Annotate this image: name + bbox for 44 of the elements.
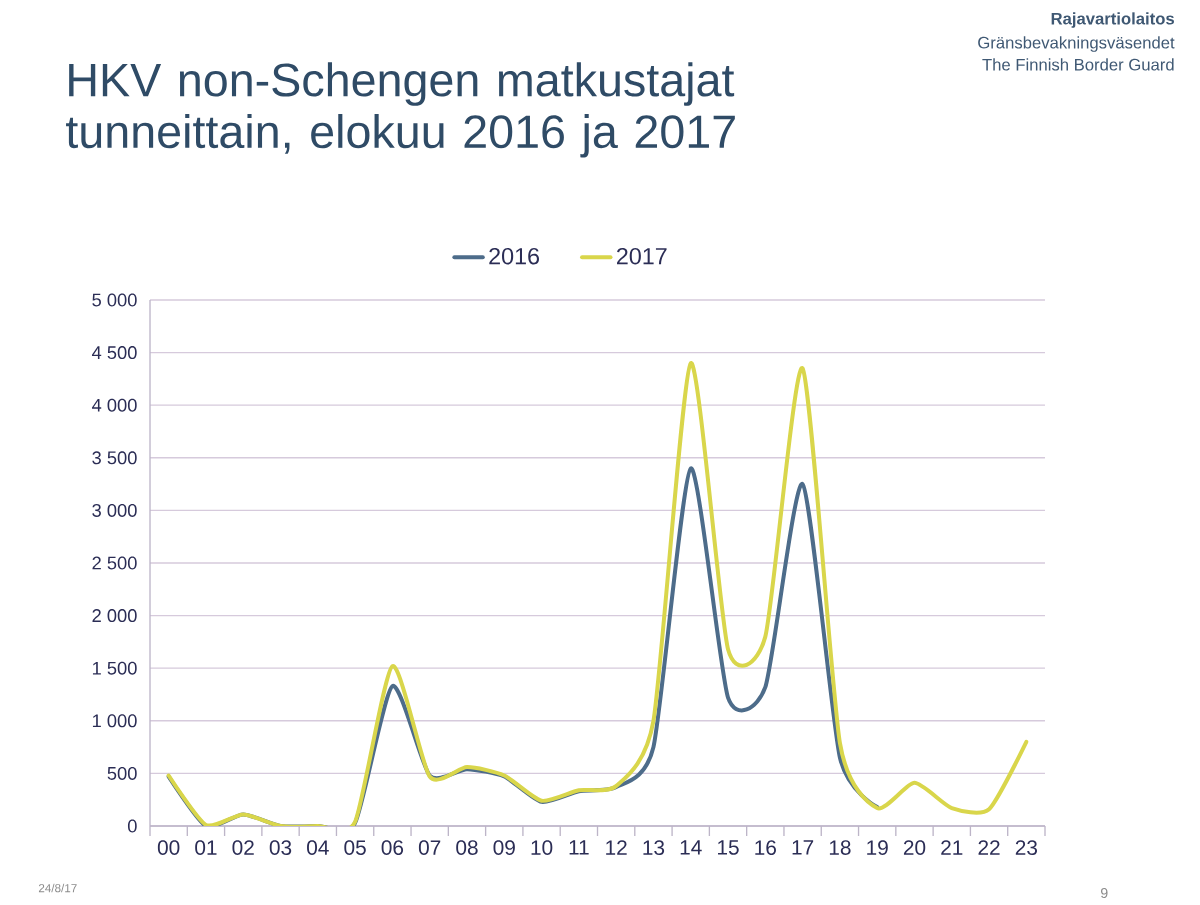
x-tick-label: 20 [903, 840, 926, 855]
x-tick-label: 00 [157, 840, 180, 855]
y-tick-label: 4 000 [91, 398, 137, 412]
text: The Finnish Border Guard [982, 58, 1174, 71]
x-tick-label: 17 [792, 840, 814, 855]
x-tick-label: 10 [531, 840, 553, 855]
text: Rajavartiolaitos [1051, 12, 1174, 28]
x-tick-label: 16 [755, 840, 776, 855]
y-tick-label: 2 000 [92, 609, 137, 623]
x-tick-label: 04 [307, 840, 329, 855]
y-tick-label: 3 500 [92, 451, 137, 465]
x-tick-label: 12 [606, 840, 627, 855]
x-tick-label: 13 [643, 840, 665, 855]
y-tick-label: 5 000 [92, 293, 137, 307]
x-tick-label: 09 [493, 840, 515, 855]
y-tick-label: 0 [127, 819, 137, 833]
x-tick-label: 07 [418, 840, 441, 855]
x-tick-label: 19 [867, 840, 888, 855]
x-tick-label: 18 [829, 840, 851, 855]
x-tick-label: 02 [232, 840, 254, 855]
legend-label: 2016 [489, 247, 539, 265]
x-tick-label: 03 [269, 840, 292, 855]
x-tick-label: 08 [456, 840, 478, 855]
text: Gränsbevakningsväsendet [978, 36, 1175, 52]
legend-label: 2017 [617, 247, 667, 265]
x-tick-label: 06 [381, 840, 404, 855]
text: 24/8/17 [38, 883, 77, 893]
y-tick-label: 1 500 [92, 661, 137, 675]
y-tick-label: 500 [107, 766, 137, 780]
text: 9 [1100, 887, 1108, 898]
y-tick-label: 4 500 [91, 346, 137, 360]
x-tick-label: 11 [569, 840, 589, 855]
chart-title: HKV non-Schengen matkustajat tunneittain, elokuu 2016 ja 2017 [66, 62, 735, 158]
x-tick-label: 05 [344, 840, 366, 855]
x-tick-label: 23 [1015, 840, 1038, 855]
x-tick-label: 01 [195, 840, 217, 855]
x-tick-label: 15 [718, 840, 739, 855]
x-tick-label: 22 [978, 840, 1000, 855]
y-tick-label: 2 500 [92, 556, 137, 570]
y-tick-label: 1 000 [92, 714, 137, 728]
y-tick-label: 3 000 [92, 503, 137, 517]
x-tick-label: 21 [941, 840, 963, 855]
line-series [166, 361, 1029, 826]
x-tick-label: 14 [680, 840, 702, 855]
